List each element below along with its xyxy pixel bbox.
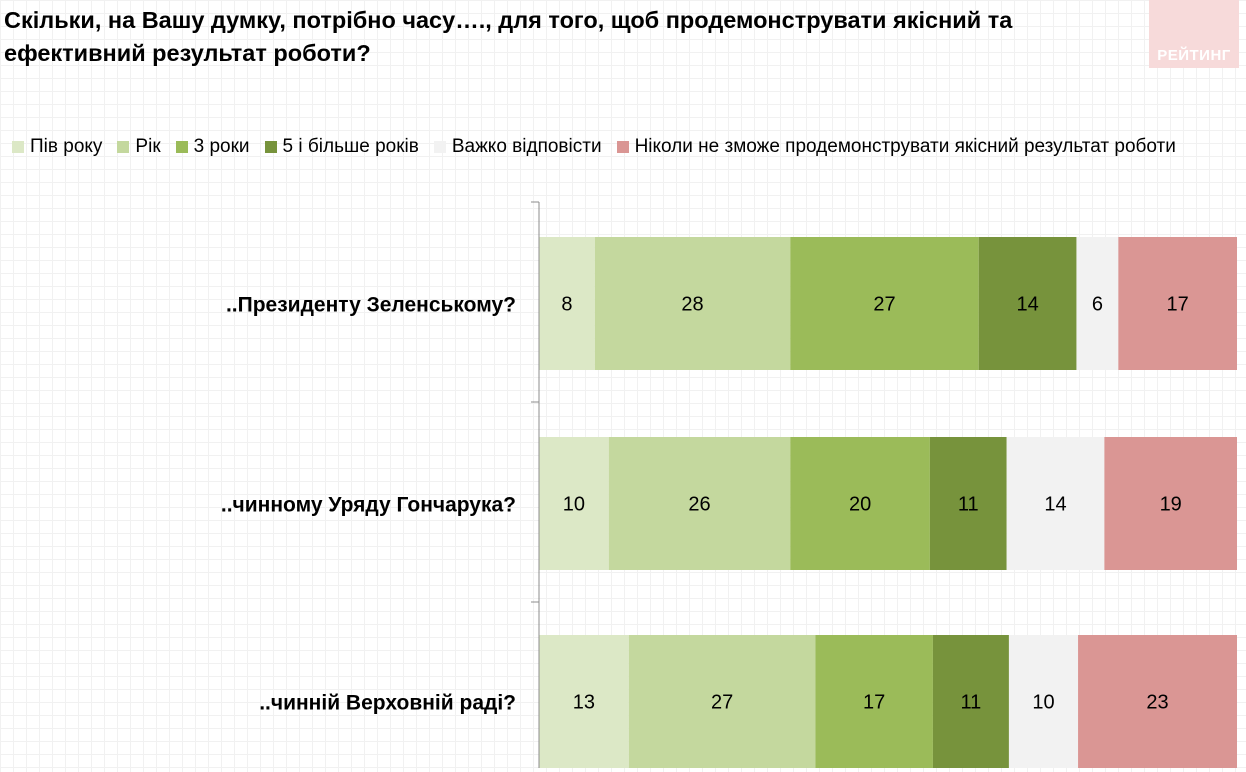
data-label: 6 (1092, 294, 1103, 316)
legend-item: Рік (117, 136, 161, 158)
bar-segment (539, 437, 609, 570)
data-label: 10 (563, 494, 585, 516)
legend-label: Ніколи не зможе продемонструвати якісний… (634, 136, 1176, 157)
data-label: 19 (1160, 494, 1182, 516)
legend-item: Пів року (12, 136, 102, 158)
data-label: 13 (573, 692, 595, 714)
legend-swatch (616, 141, 629, 153)
bar-segment (1078, 635, 1237, 768)
category-label: ..Президенту Зеленському? (226, 294, 516, 317)
legend-label: Пів року (30, 136, 103, 157)
bar-segment (1104, 437, 1237, 570)
legend-label: Важко відповісти (451, 136, 602, 157)
legend-label: 5 і більше років (282, 136, 419, 157)
data-label: 14 (1044, 494, 1066, 516)
data-label: 11 (958, 494, 979, 516)
bar-segment (978, 237, 1077, 370)
rating-logo: РЕЙТИНГ (1149, 0, 1239, 68)
bar-segment (594, 237, 791, 370)
data-label: 20 (849, 494, 871, 516)
bar-segment (790, 437, 930, 570)
legend-item: Ніколи не зможе продемонструвати якісний… (616, 136, 1176, 158)
data-label: 26 (688, 494, 710, 516)
bar-segment (628, 635, 816, 768)
bar-segment (1008, 635, 1079, 768)
legend-swatch (264, 141, 277, 153)
legend-label: Рік (135, 136, 161, 157)
legend-item: 3 роки (175, 136, 250, 158)
data-label: 11 (961, 692, 982, 714)
legend-item: 5 і більше років (264, 136, 419, 158)
bar-segment (539, 635, 629, 768)
legend-label: 3 роки (193, 136, 250, 157)
legend-item: Важко відповісти (433, 136, 602, 158)
legend-swatch (12, 141, 24, 153)
legend-swatch (117, 141, 130, 153)
data-label: 27 (711, 692, 733, 714)
bar-segment (539, 237, 595, 370)
bar-segment (929, 437, 1007, 570)
bar-segment (815, 635, 933, 768)
rating-logo-text: РЕЙТИНГ (1157, 47, 1231, 64)
legend-swatch (433, 141, 446, 153)
chart-title: Скільки, на Вашу думку, потрібно часу….,… (4, 7, 1013, 66)
chart-legend: Пів року Рік 3 роки 5 і більше років Важко в… (12, 133, 1191, 161)
bar-segment (1076, 237, 1119, 370)
data-label: 14 (1016, 294, 1038, 316)
category-label: ..чинній Верховній раді? (259, 692, 516, 715)
bar-segment (1006, 437, 1105, 570)
legend-swatch (175, 141, 188, 153)
bar-segment (608, 437, 791, 570)
data-label: 17 (863, 692, 885, 714)
data-label: 28 (681, 294, 703, 316)
data-label: 8 (561, 294, 572, 316)
category-label: ..чинному Уряду Гончарука? (221, 494, 516, 517)
bar-segment (932, 635, 1009, 768)
bar-segment (1118, 237, 1237, 370)
data-label: 27 (873, 294, 895, 316)
data-label: 23 (1146, 692, 1168, 714)
bar-segment (790, 237, 979, 370)
data-label: 10 (1032, 692, 1054, 714)
data-label: 17 (1167, 294, 1189, 316)
